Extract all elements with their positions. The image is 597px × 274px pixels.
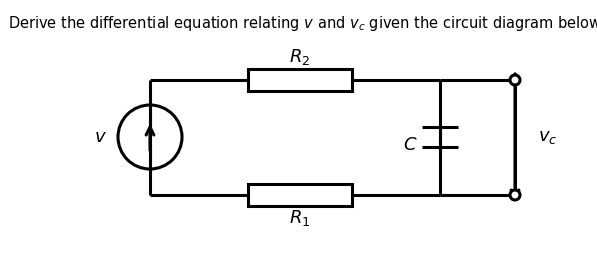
Bar [248, 184, 352, 206]
Text: $R_1$: $R_1$ [290, 208, 310, 228]
Text: $v$: $v$ [94, 128, 106, 146]
Text: $v_c$: $v_c$ [538, 128, 558, 146]
Text: $R_2$: $R_2$ [290, 47, 310, 67]
Circle shape [510, 75, 520, 85]
Bar [248, 69, 352, 91]
Text: Derive the differential equation relating $v$ and $v_c$ given the circuit diagra: Derive the differential equation relatin… [8, 14, 597, 33]
Circle shape [510, 190, 520, 200]
Text: $C$: $C$ [403, 136, 417, 154]
